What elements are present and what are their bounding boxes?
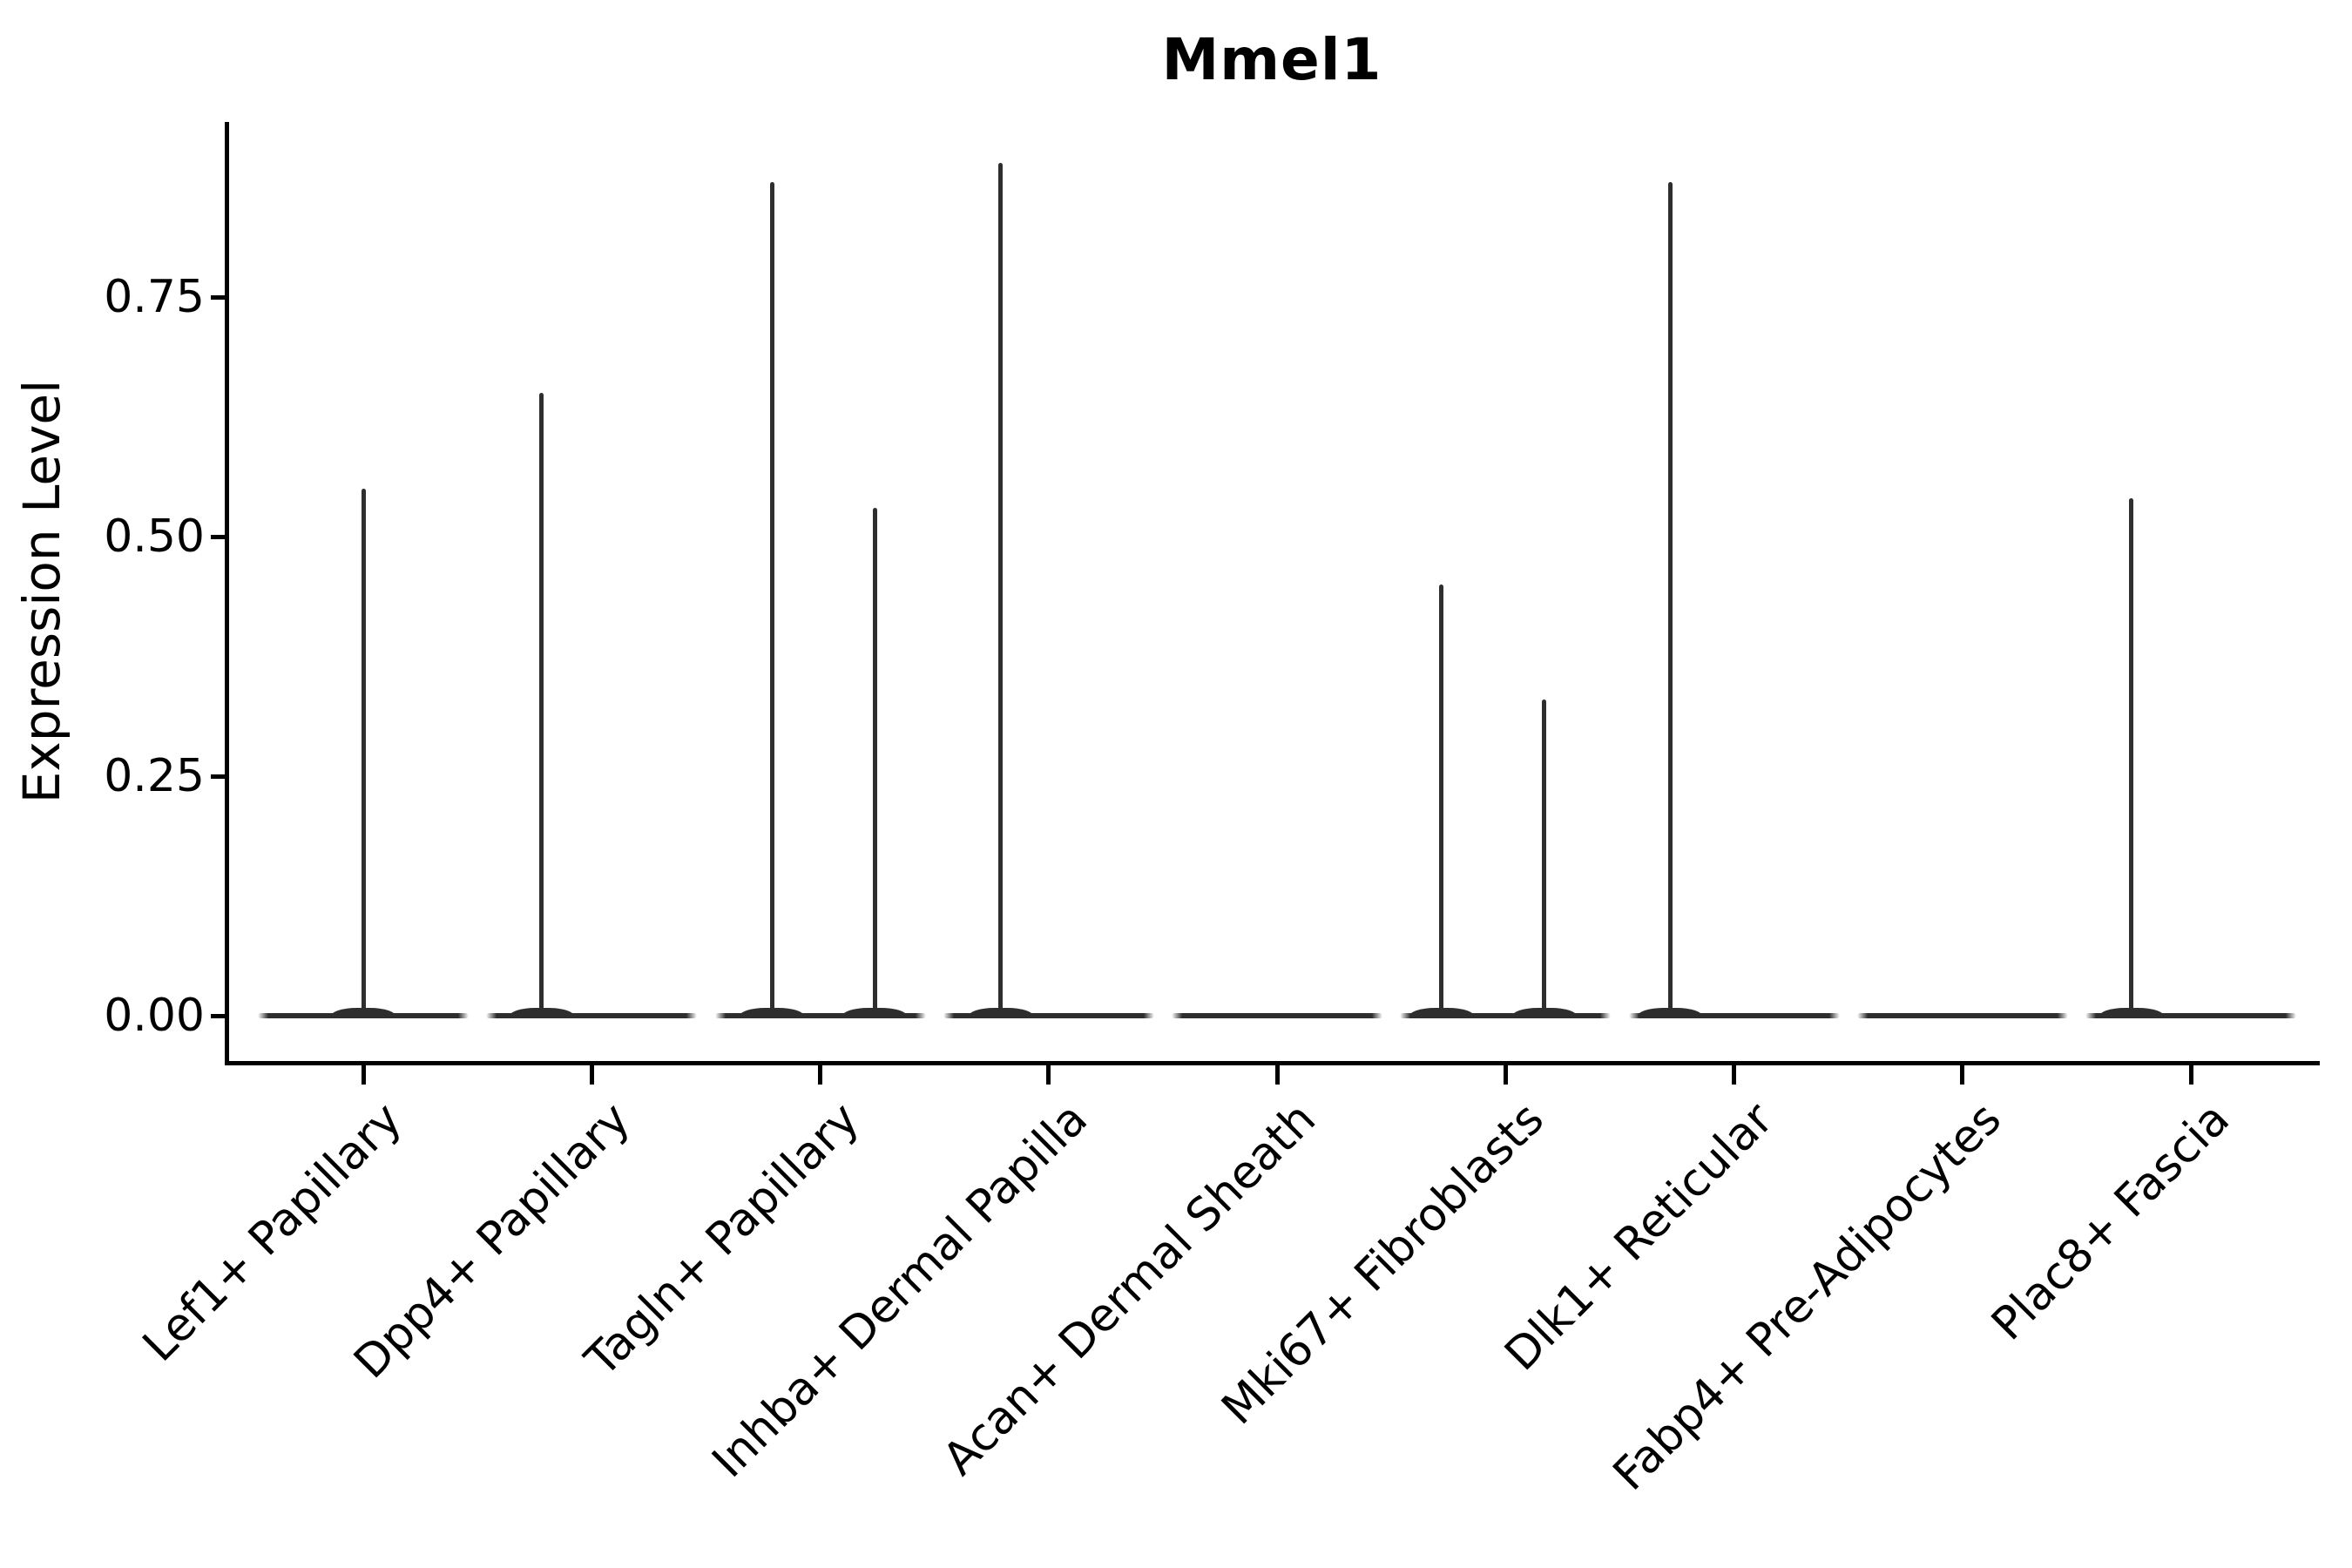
violin-spike	[1542, 700, 1547, 1016]
violin-spike	[2129, 498, 2134, 1016]
violin-spike	[361, 489, 366, 1016]
x-tick-label: Mki67+ Fibroblasts	[1212, 1092, 1555, 1436]
violin-baseline	[1172, 1013, 1382, 1018]
y-tick-label: 0.75	[104, 271, 205, 323]
x-tick-label: Dpp4+ Papillary	[344, 1092, 641, 1389]
y-tick-mark	[211, 1013, 228, 1018]
violin-spike	[1667, 182, 1673, 1016]
x-tick-label: Tagln+ Papillary	[575, 1092, 869, 1387]
violin-spike	[769, 182, 774, 1016]
x-tick-mark	[2188, 1065, 2193, 1085]
violin-baseline	[714, 1013, 926, 1018]
x-tick-label: Lef1+ Papillary	[132, 1092, 413, 1372]
chart-title: Mmel1	[1161, 26, 1382, 93]
x-tick-mark	[818, 1065, 822, 1085]
violin-baseline	[2085, 1013, 2296, 1018]
violin-baseline	[486, 1013, 698, 1018]
x-tick-mark	[589, 1065, 594, 1085]
violin-spike	[872, 508, 877, 1016]
x-tick-label: Acan+ Dermal Sheath	[933, 1092, 1327, 1486]
x-tick-label: Inhba+ Dermal Papilla	[702, 1092, 1098, 1489]
violin-baseline	[1400, 1013, 1612, 1018]
x-tick-mark	[361, 1065, 366, 1085]
violin-baseline	[1628, 1013, 1840, 1018]
violin-baseline	[943, 1013, 1154, 1018]
y-axis-spine	[225, 122, 229, 1065]
y-tick-label: 0.00	[104, 990, 205, 1042]
violin-spike	[539, 393, 544, 1016]
x-tick-mark	[1046, 1065, 1051, 1085]
y-tick-label: 0.50	[104, 510, 205, 563]
x-tick-mark	[1274, 1065, 1280, 1085]
x-tick-mark	[1503, 1065, 1508, 1085]
violin-spike	[1439, 585, 1444, 1016]
x-tick-label: Plac8+ Fascia	[1982, 1092, 2240, 1351]
y-tick-mark	[211, 294, 228, 300]
x-tick-mark	[1960, 1065, 1965, 1085]
x-axis-spine	[225, 1061, 2320, 1065]
y-tick-label: 0.25	[104, 750, 205, 802]
violin-spike	[998, 163, 1004, 1016]
y-axis-label: Expression Level	[12, 379, 71, 804]
y-tick-mark	[211, 774, 228, 779]
violin-baseline	[1856, 1013, 2068, 1018]
y-tick-mark	[211, 534, 228, 539]
x-tick-label: Dlk1+ Reticular	[1494, 1092, 1783, 1382]
x-tick-label: Fabp4+ Pre-Adipocytes	[1603, 1092, 2011, 1501]
x-tick-mark	[1732, 1065, 1736, 1085]
